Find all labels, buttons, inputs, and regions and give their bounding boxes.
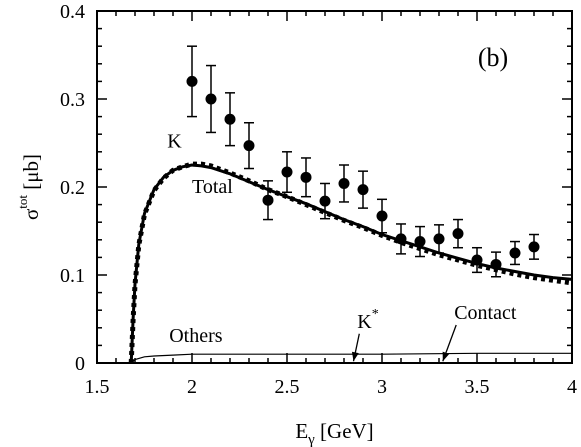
y-axis-label-base: σ [19, 209, 43, 220]
data-point [281, 166, 293, 178]
plot-frame [96, 10, 573, 364]
x-tick-label: 3 [377, 376, 387, 398]
x-tick-label: 2 [187, 376, 197, 398]
tick-layer: 1.5 2 2.5 3 3.5 4 0 0.1 0.2 0.3 0.4 [60, 1, 577, 398]
data-point [338, 177, 350, 189]
annotation-k: K* [357, 307, 378, 333]
data-point [376, 210, 388, 222]
data-point [357, 184, 369, 196]
annotation-layer: K Total Others K* Contact [167, 130, 517, 362]
x-tick-label: 1.5 [85, 376, 110, 398]
x-tick-label: 4 [567, 376, 577, 398]
y-tick-label: 0.2 [60, 177, 85, 199]
data-point-layer [186, 45, 540, 278]
y-tick-label: 0 [75, 353, 85, 375]
data-point [262, 194, 274, 206]
data-point [528, 241, 540, 253]
annotation-arrow-head [442, 351, 450, 362]
annotation-contact: Contact [454, 302, 517, 324]
x-axis-label-sub: γ [307, 432, 315, 447]
panel-label: (b) [478, 43, 508, 72]
y-tick-label: 0.1 [60, 265, 85, 287]
data-point [452, 228, 464, 240]
annotation-others: Others [169, 325, 223, 347]
x-axis-label-base: E [295, 419, 308, 443]
annotation-total: Total [192, 176, 233, 198]
y-axis-label-sup: tot [15, 195, 30, 209]
data-point [490, 258, 502, 270]
data-point [509, 247, 521, 259]
curve-others [130, 352, 572, 364]
data-point [395, 233, 407, 245]
x-tick-label: 3.5 [465, 376, 490, 398]
data-point [319, 195, 331, 207]
data-point [471, 254, 483, 266]
x-axis-label-unit: [GeV] [315, 419, 374, 443]
y-tick-label: 0.4 [60, 1, 85, 23]
y-axis-label: σtot [μb] [15, 154, 43, 220]
y-tick-label: 0.3 [60, 89, 85, 111]
data-point [433, 233, 445, 245]
annotation-k: K [167, 130, 182, 152]
data-point [243, 140, 255, 152]
data-point [186, 75, 198, 87]
data-point [414, 236, 426, 248]
annotation-arrow-head [351, 351, 359, 362]
data-point [300, 171, 312, 183]
x-tick-label: 2.5 [275, 376, 300, 398]
y-axis-label-unit: [μb] [19, 154, 43, 195]
data-point [224, 113, 236, 125]
x-axis-label: Eγ [GeV] [295, 419, 373, 447]
data-point [205, 93, 217, 105]
